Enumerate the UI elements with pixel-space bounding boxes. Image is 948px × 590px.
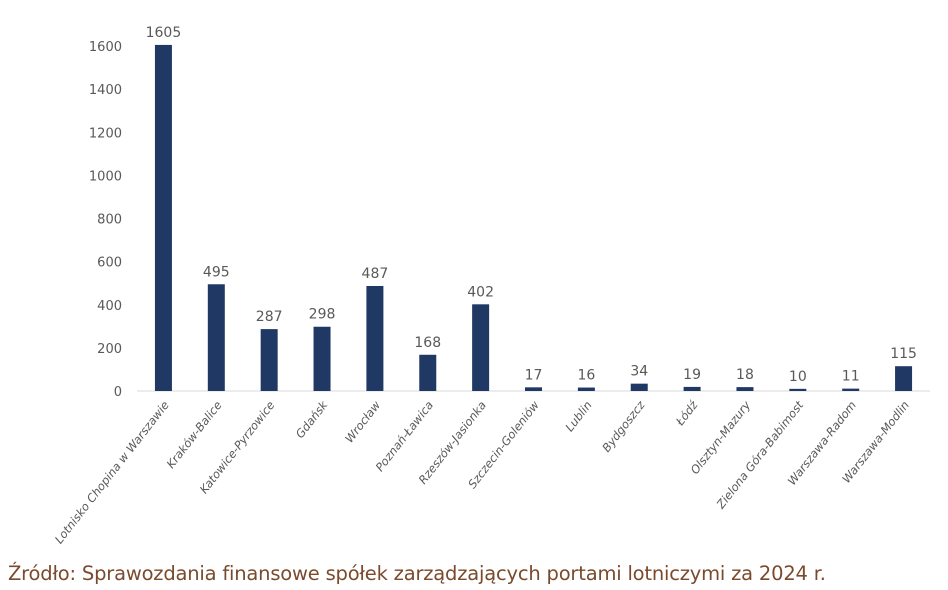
data-label: 10 bbox=[789, 369, 807, 385]
data-label: 495 bbox=[203, 264, 230, 280]
y-tick-label: 1600 bbox=[89, 40, 122, 55]
bar bbox=[260, 329, 278, 391]
bar bbox=[683, 386, 701, 391]
bar-chart: 0 200 400 600 800 1000 1200 1400 1600 1605 Lotnisk… bbox=[52, 25, 930, 546]
data-label: 34 bbox=[630, 364, 648, 380]
y-tick-label: 600 bbox=[97, 256, 122, 271]
bar bbox=[736, 387, 754, 391]
data-label: 16 bbox=[577, 368, 595, 384]
data-label: 19 bbox=[683, 367, 701, 383]
bar bbox=[313, 326, 331, 391]
x-tick-label: Zielona Góra-Babimost bbox=[713, 398, 806, 512]
bar bbox=[366, 285, 384, 391]
data-label: 11 bbox=[842, 369, 860, 385]
source-note: Źródło: Sprawozdania finansowe spółek za… bbox=[8, 562, 826, 585]
y-tick-label: 1000 bbox=[89, 169, 122, 184]
data-label: 168 bbox=[414, 335, 441, 351]
data-label: 115 bbox=[890, 346, 917, 362]
bar bbox=[419, 354, 437, 391]
bar bbox=[630, 383, 648, 391]
y-tick-label: 0 bbox=[114, 385, 122, 400]
data-label: 298 bbox=[309, 307, 336, 323]
y-tick-label: 1400 bbox=[89, 83, 122, 98]
data-label: 1605 bbox=[146, 25, 182, 41]
bar bbox=[525, 387, 542, 391]
x-tick-label: Łódź bbox=[672, 397, 701, 428]
bar bbox=[577, 387, 595, 391]
y-tick-label: 200 bbox=[97, 342, 122, 357]
y-tick-label: 400 bbox=[97, 299, 122, 314]
x-tick-label: Lublin bbox=[562, 398, 594, 434]
data-label: 17 bbox=[525, 367, 543, 383]
bar bbox=[154, 44, 172, 391]
data-label: 402 bbox=[467, 284, 494, 300]
x-tick-label: Bydgoszcz bbox=[599, 397, 648, 454]
y-tick-label: 1200 bbox=[89, 126, 122, 141]
bar bbox=[789, 388, 807, 391]
data-label: 18 bbox=[736, 367, 754, 383]
x-tick-label: Kraków-Balice bbox=[164, 398, 225, 471]
x-tick-label: Lotnisko Chopina w Warszawie bbox=[52, 398, 172, 546]
bar bbox=[895, 366, 913, 391]
data-label: 487 bbox=[362, 266, 389, 282]
bar bbox=[207, 284, 225, 391]
bar bbox=[842, 388, 860, 391]
data-label: 287 bbox=[256, 309, 283, 325]
x-tick-label: Wrocław bbox=[342, 398, 384, 446]
bar bbox=[472, 304, 490, 391]
y-tick-label: 800 bbox=[97, 213, 122, 228]
x-tick-label: Gdańsk bbox=[293, 397, 331, 441]
